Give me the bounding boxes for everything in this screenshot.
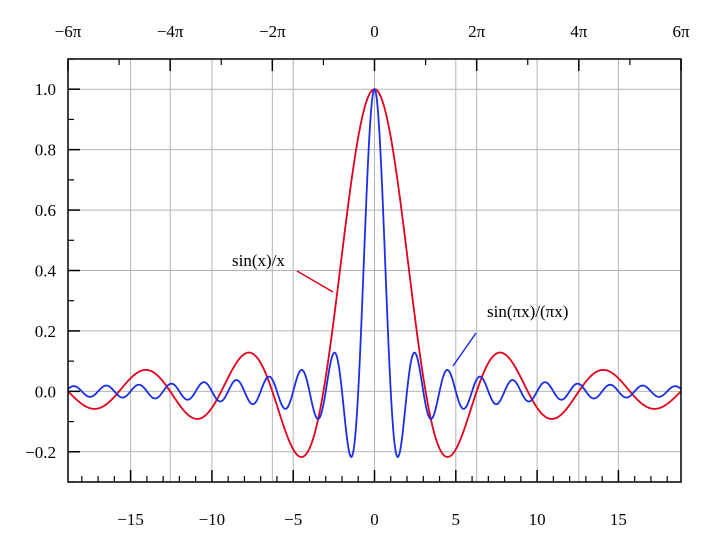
pi-tick-label: −4π [157,22,184,41]
series-line-1 [67,88,682,458]
x-tick-label: 15 [610,510,627,529]
axis-ticks: −15 −10 −5 0 5 10 15 −6π −4π −2π 0 2π 4π 6π −0.2 0.0 0.2… [25,22,690,529]
y-tick-label: 1.0 [35,80,56,99]
annotation-leader-nsinc [452,332,477,367]
pi-tick-label: 6π [672,22,690,41]
pi-tick-label: 4π [570,22,588,41]
annotation-nsinc: sin(πx)/(πx) [487,302,568,321]
annotation-sinc: sin(x)/x [232,251,285,270]
series-group [67,88,682,458]
x-tick-label: −15 [117,510,144,529]
y-tick-label: −0.2 [25,443,56,462]
y-tick-label: 0.4 [35,262,57,281]
y-tick-label: 0.2 [35,322,56,341]
x-tick-label: −10 [199,510,226,529]
grid-lines [67,59,682,482]
y-tick-label: 0.0 [35,382,56,401]
y-tick-label: 0.8 [35,141,56,160]
y-tick-label: 0.6 [35,201,56,220]
x-tick-label: 5 [452,510,461,529]
x-tick-label: −5 [284,510,302,529]
x-tick-label: 0 [370,510,379,529]
pi-tick-label: 0 [370,22,379,41]
pi-tick-label: 2π [468,22,486,41]
pi-tick-label: −6π [55,22,82,41]
pi-tick-label: −2π [259,22,286,41]
annotation-leader-sinc [296,270,334,293]
x-tick-label: 10 [529,510,546,529]
annotations: sin(x)/x sin(πx)/(πx) [232,251,568,367]
